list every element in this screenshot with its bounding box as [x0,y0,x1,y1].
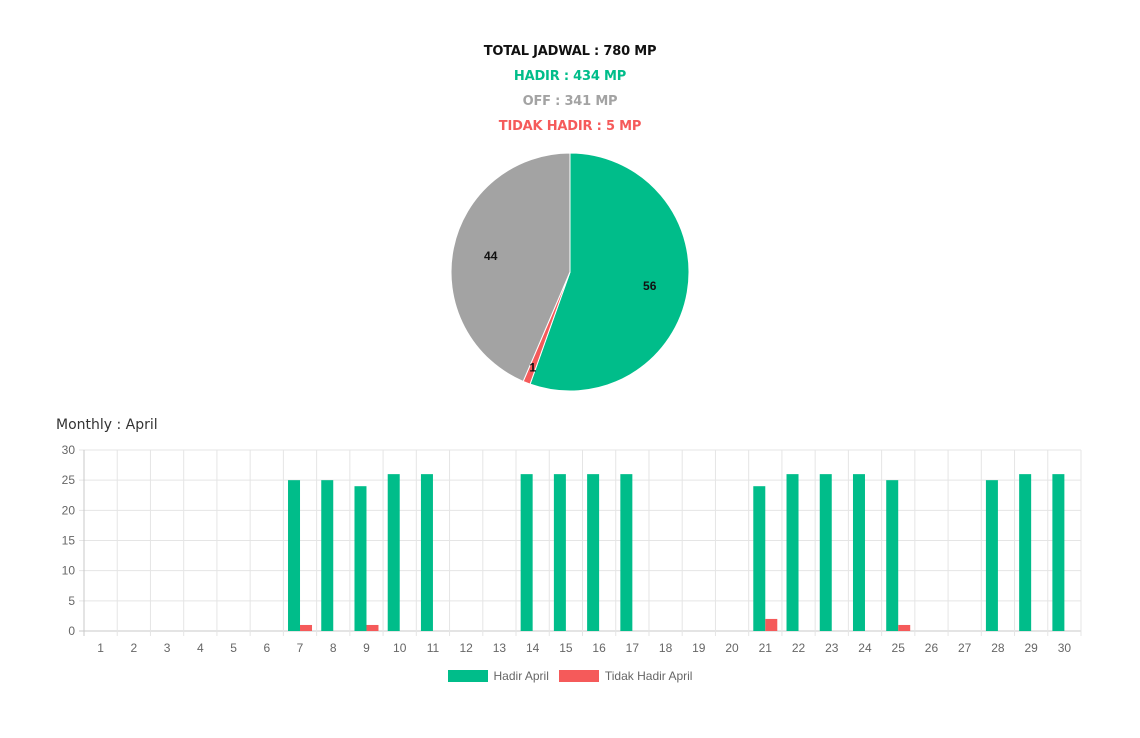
bar-tidak-hadir-day-25[interactable] [898,624,911,631]
attendance-pie-chart: 56 1 44 [450,152,690,392]
x-tick-label: 8 [330,641,337,655]
x-tick-label: 10 [393,641,407,655]
y-tick-label: 15 [62,534,76,548]
off-label: OFF : 341 MP [522,94,618,109]
x-tick-label: 19 [692,641,706,655]
bar-tidak-hadir-day-7[interactable] [300,624,313,631]
x-tick-label: 1 [97,641,104,655]
x-tick-label: 4 [197,641,204,655]
bar-hadir-day-9[interactable] [354,486,367,631]
bar-hadir-day-14[interactable] [520,474,533,631]
x-tick-label: 29 [1024,641,1038,655]
absent-label: TIDAK HADIR : 5 MP [498,119,642,134]
bar-hadir-day-17[interactable] [620,474,633,631]
x-tick-label: 16 [592,641,606,655]
x-tick-label: 23 [825,641,839,655]
x-tick-label: 22 [792,641,806,655]
bar-hadir-day-24[interactable] [852,474,865,631]
x-tick-label: 5 [230,641,237,655]
total-schedule-label: TOTAL JADWAL : 780 MP [483,44,657,59]
x-tick-label: 12 [460,641,474,655]
x-tick-label: 13 [493,641,507,655]
x-tick-label: 3 [164,641,171,655]
x-tick-label: 14 [526,641,540,655]
x-tick-label: 9 [363,641,370,655]
bar-hadir-day-8[interactable] [321,480,334,631]
bar-hadir-day-10[interactable] [387,474,400,631]
chart-legend: Hadir April Tidak Hadir April [0,669,1140,683]
bar-hadir-day-7[interactable] [288,480,301,631]
x-tick-label: 27 [958,641,972,655]
x-tick-label: 24 [858,641,872,655]
x-tick-label: 25 [892,641,906,655]
y-tick-label: 30 [62,443,76,457]
y-tick-label: 5 [68,594,75,608]
bar-hadir-day-16[interactable] [587,474,600,631]
x-tick-label: 20 [725,641,739,655]
bar-hadir-day-30[interactable] [1052,474,1065,631]
bar-hadir-day-21[interactable] [753,486,766,631]
bar-hadir-day-22[interactable] [786,474,799,631]
bar-hadir-day-15[interactable] [553,474,566,631]
legend-swatch-hadir [447,670,488,682]
bar-hadir-day-11[interactable] [420,474,433,631]
legend-swatch-tidak-hadir [558,670,599,682]
monthly-title: Monthly : April [56,417,158,433]
legend-item-tidak-hadir[interactable]: Tidak Hadir April [558,669,693,683]
bar-hadir-day-25[interactable] [886,480,899,631]
x-tick-label: 15 [559,641,573,655]
pie-data-label-1: 1 [529,360,536,374]
bar-hadir-day-29[interactable] [1019,474,1032,631]
bar-hadir-day-23[interactable] [819,474,832,631]
x-tick-label: 30 [1058,641,1072,655]
x-tick-label: 26 [925,641,939,655]
bar-hadir-day-28[interactable] [985,480,998,631]
pie-data-label-2: 44 [484,249,498,263]
x-tick-label: 21 [759,641,773,655]
y-tick-label: 20 [62,503,76,517]
x-tick-label: 28 [991,641,1005,655]
x-tick-label: 11 [427,641,440,655]
pie-slice-0[interactable] [529,152,690,392]
present-label: HADIR : 434 MP [513,69,627,84]
x-tick-label: 6 [263,641,270,655]
bar-tidak-hadir-day-9[interactable] [366,624,379,631]
pie-data-label-0: 56 [643,279,657,293]
y-tick-label: 10 [62,564,76,578]
bar-tidak-hadir-day-21[interactable] [765,618,778,631]
y-tick-label: 25 [62,473,76,487]
x-tick-label: 18 [659,641,673,655]
x-tick-label: 17 [626,641,640,655]
legend-label-hadir: Hadir April [493,669,549,683]
pie-slice-2[interactable] [450,152,571,383]
y-tick-label: 0 [68,624,75,638]
x-tick-label: 7 [297,641,304,655]
x-tick-label: 2 [131,641,138,655]
legend-item-hadir[interactable]: Hadir April [447,669,549,683]
legend-label-tidak-hadir: Tidak Hadir April [604,669,693,683]
